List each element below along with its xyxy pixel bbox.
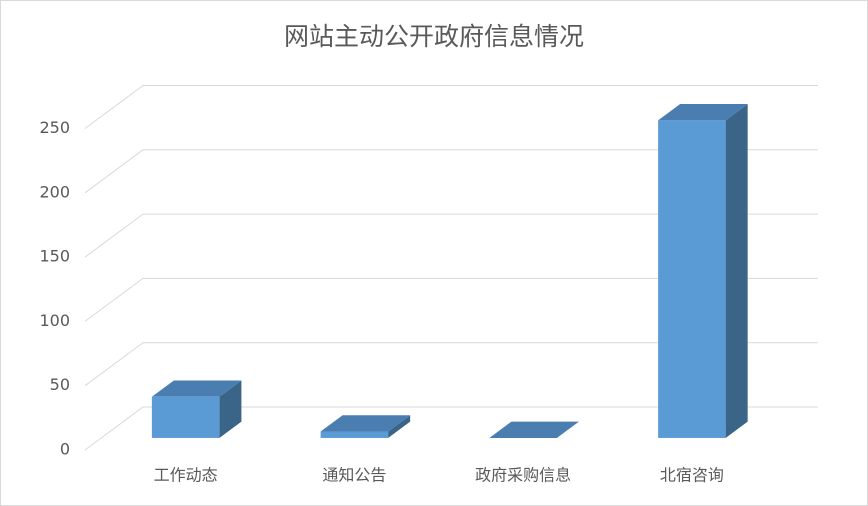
y-tick-label: 50: [50, 375, 70, 394]
grid-line: [84, 149, 818, 194]
grid-line: [84, 277, 818, 322]
bar-top: [320, 415, 411, 432]
bar: [320, 431, 389, 438]
bar-side: [219, 380, 242, 438]
bar-top: [489, 421, 579, 438]
bar-side: [725, 103, 748, 438]
bar-top: [151, 380, 242, 397]
bar-side: [388, 415, 411, 438]
y-tick-label: 200: [39, 182, 70, 201]
grid-line: [84, 85, 818, 129]
y-tick-label: 250: [39, 118, 70, 137]
grid-line: [84, 406, 818, 451]
x-tick-label: 政府采购信息: [475, 466, 571, 485]
x-tick-label: 工作动态: [154, 466, 218, 485]
x-tick-label: 通知公告: [322, 466, 386, 485]
grid-line: [84, 213, 818, 258]
x-tick-label: 北宿咨询: [660, 466, 724, 485]
bar: [151, 396, 220, 438]
grid-line: [84, 342, 818, 387]
y-tick-label: 100: [39, 311, 70, 330]
bar-top: [658, 103, 748, 121]
y-tick-label: 0: [60, 440, 70, 459]
y-tick-label: 150: [39, 247, 70, 266]
chart-title: 网站主动公开政府信息情况: [284, 22, 584, 51]
bar: [658, 120, 726, 438]
